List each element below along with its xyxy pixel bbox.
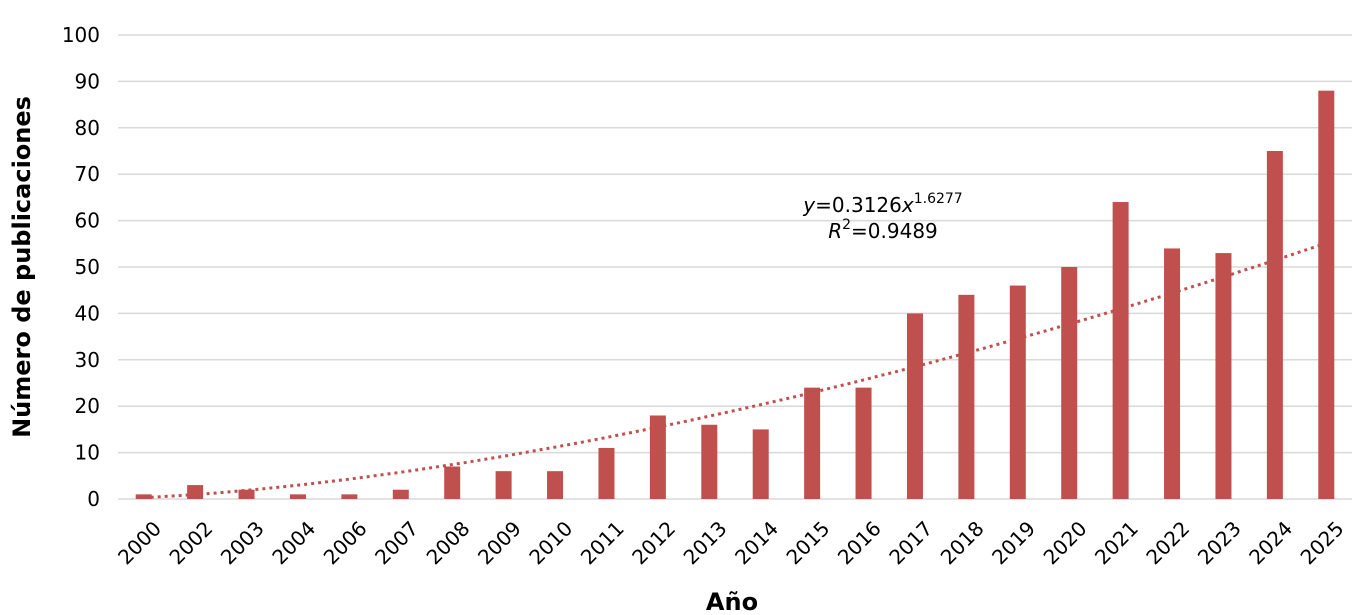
bar-2006 — [341, 494, 358, 499]
bar-2008 — [444, 466, 461, 499]
bar-2003 — [238, 489, 255, 499]
bar-2021 — [1112, 202, 1129, 500]
trendline-r-squared: R2=0.9489 — [828, 217, 938, 243]
y-tick-label: 40 — [75, 301, 100, 325]
bar-2019 — [1009, 285, 1026, 499]
bar-2009 — [495, 471, 512, 499]
x-tick-label: 2002 — [164, 516, 217, 569]
x-tick-label: 2013 — [679, 516, 732, 569]
y-tick-label: 10 — [75, 441, 100, 465]
gridlines — [118, 34, 1352, 454]
bar-2002 — [187, 485, 204, 499]
x-tick-label: 2006 — [319, 516, 372, 569]
x-tick-label: 2023 — [1193, 516, 1246, 569]
bar-2007 — [392, 489, 409, 499]
y-tick-labels: 0 10 20 30 40 50 60 70 80 90 100 — [62, 23, 100, 511]
x-tick-label: 2022 — [1141, 516, 1194, 569]
bar-2024 — [1266, 151, 1283, 499]
x-tick-label: 2009 — [473, 516, 526, 569]
x-axis-title: Año — [706, 588, 758, 615]
x-tick-label: 2021 — [1090, 516, 1143, 569]
x-tick-label: 2020 — [1039, 516, 1092, 569]
x-tick-label: 2003 — [216, 516, 269, 569]
x-tick-label: 2014 — [730, 516, 783, 569]
bar-2010 — [547, 471, 564, 499]
x-tick-label: 2008 — [422, 516, 475, 569]
bar-2013 — [701, 424, 718, 499]
bar-2023 — [1215, 253, 1232, 499]
x-tick-label: 2016 — [833, 516, 886, 569]
x-tick-label: 2019 — [987, 516, 1040, 569]
bar-2004 — [289, 494, 306, 499]
x-tick-label: 2011 — [576, 516, 629, 569]
bars — [135, 90, 1335, 500]
x-tick-label: 2007 — [370, 516, 423, 569]
bar-2020 — [1061, 267, 1078, 499]
x-tick-label: 2018 — [936, 516, 989, 569]
bar-2015 — [804, 387, 821, 499]
bar-2017 — [906, 313, 923, 499]
y-axis-title: Número de publicaciones — [8, 96, 36, 438]
x-tick-label: 2012 — [627, 516, 680, 569]
y-tick-label: 90 — [75, 69, 100, 93]
y-tick-label: 80 — [75, 116, 100, 140]
y-tick-label: 0 — [87, 487, 100, 511]
trendline — [143, 241, 1327, 499]
x-tick-label: 2004 — [267, 516, 320, 569]
x-tick-label: 2015 — [781, 516, 834, 569]
y-tick-label: 70 — [75, 162, 100, 186]
y-tick-label: 50 — [75, 255, 100, 279]
bar-2016 — [855, 387, 872, 499]
y-tick-label: 20 — [75, 394, 100, 418]
y-tick-label: 30 — [75, 348, 100, 372]
bar-2014 — [752, 429, 769, 499]
y-tick-label: 60 — [75, 209, 100, 233]
bar-2022 — [1164, 248, 1181, 499]
x-tick-label: 2017 — [884, 516, 937, 569]
x-tick-labels: 2000200220032004200620072008200920102011… — [113, 516, 1349, 569]
trendline-equation: y=0.3126x1.6277 — [802, 191, 962, 217]
x-tick-label: 2025 — [1296, 516, 1349, 569]
x-tick-label: 2010 — [524, 516, 577, 569]
x-tick-label: 2024 — [1244, 516, 1297, 569]
bar-2025 — [1318, 90, 1335, 500]
x-tick-label: 2000 — [113, 516, 166, 569]
bar-2011 — [598, 447, 615, 499]
bar-2018 — [958, 294, 975, 499]
bar-2012 — [649, 415, 666, 499]
y-tick-label: 100 — [62, 23, 100, 47]
